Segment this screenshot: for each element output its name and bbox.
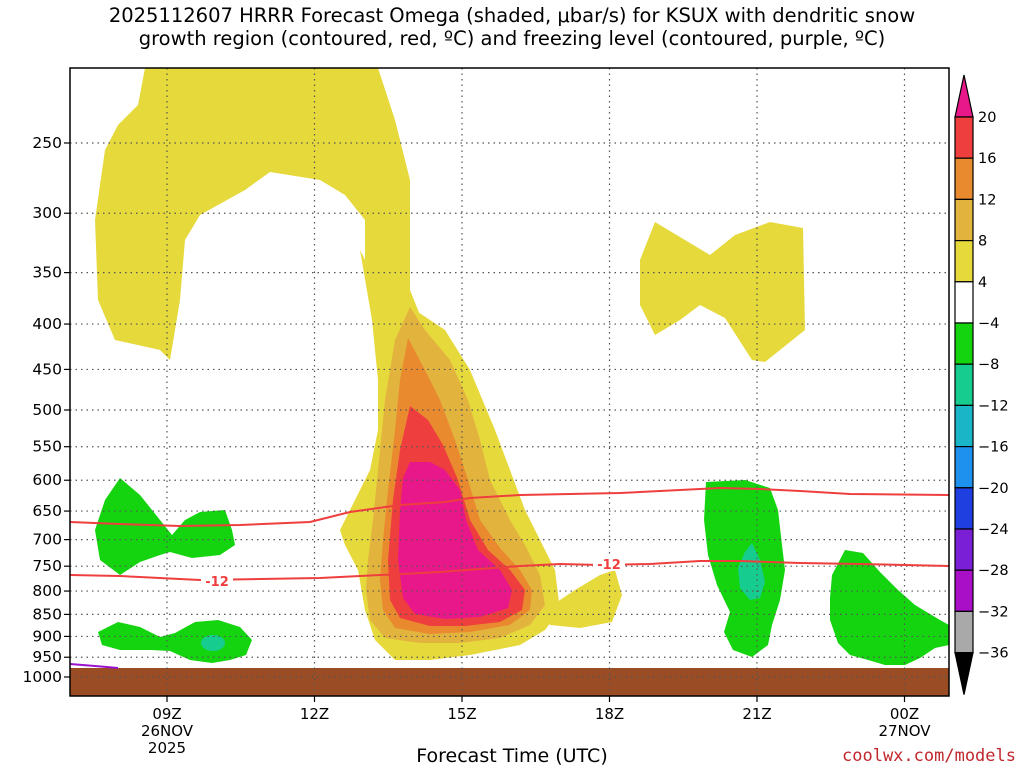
colorbar-band bbox=[954, 528, 974, 571]
y-tick-label: 800 bbox=[32, 582, 62, 600]
isotherm-label-1: -12 bbox=[205, 575, 229, 590]
y-axis: 250 300 350 400 450 500 550 600 650 700 750 800 850 9… bbox=[23, 134, 70, 686]
x-gridlines bbox=[166, 68, 906, 696]
y-tick-label: 300 bbox=[32, 204, 62, 222]
colorbar-label: 20 bbox=[978, 110, 996, 126]
isotherm-label-bg-1 bbox=[201, 573, 233, 587]
plot-frame bbox=[69, 67, 950, 697]
colorbar-band bbox=[954, 157, 974, 200]
y-tick-label: 850 bbox=[32, 605, 62, 623]
x-tick-label: 12Z bbox=[300, 705, 329, 723]
colorbar-label: −20 bbox=[978, 481, 1009, 497]
y-tick-label: 650 bbox=[32, 502, 62, 520]
colorbar-label: −8 bbox=[978, 357, 999, 373]
y-tick-label: 700 bbox=[32, 531, 62, 549]
colorbar-band bbox=[954, 116, 974, 159]
y-tick-label: 350 bbox=[32, 264, 62, 282]
omega-descent-left-lower bbox=[98, 620, 252, 663]
omega-ascent-magenta-core bbox=[398, 462, 512, 619]
y-tick-label: 250 bbox=[32, 134, 62, 152]
y-tick-label: 500 bbox=[32, 401, 62, 419]
terrain-ground bbox=[70, 668, 949, 696]
title-line-1: 2025112607 HRRR Forecast Omega (shaded, … bbox=[108, 4, 916, 27]
y-tick-label: 450 bbox=[32, 360, 62, 378]
colorbar-label: −12 bbox=[978, 398, 1009, 414]
omega-shading bbox=[70, 68, 949, 696]
y-tick-label: 900 bbox=[32, 627, 62, 645]
isotherm-upper-line bbox=[69, 486, 950, 528]
colorbar-label: −16 bbox=[978, 440, 1009, 456]
chart-title: 2025112607 HRRR Forecast Omega (shaded, … bbox=[0, 4, 1024, 50]
omega-ascent-right-blob bbox=[640, 222, 805, 362]
colorbar-label: 4 bbox=[978, 275, 987, 291]
y-tick-label: 600 bbox=[32, 471, 62, 489]
omega-descent-left-teal bbox=[201, 635, 225, 651]
colorbar-label: −32 bbox=[978, 604, 1009, 620]
isotherm-label-bg-2 bbox=[593, 557, 625, 571]
colorbar-label: 8 bbox=[978, 234, 987, 250]
colorbar-bottom-arrow bbox=[954, 651, 974, 695]
colorbar-label: −24 bbox=[978, 522, 1009, 538]
isotherm-label-2: -12 bbox=[597, 558, 621, 573]
colorbar-band bbox=[954, 569, 974, 613]
colorbar-band bbox=[954, 363, 974, 407]
y-tick-label: 400 bbox=[32, 315, 62, 333]
colorbar-label: 16 bbox=[978, 151, 996, 167]
x-tick-year: 2025 bbox=[148, 739, 186, 757]
title-line-2: growth region (contoured, red, ºC) and f… bbox=[138, 27, 886, 50]
credit-text: coolwx.com/models bbox=[842, 746, 1016, 766]
omega-ascent-bump-18z bbox=[545, 570, 622, 628]
colorbar-label: −4 bbox=[978, 316, 999, 332]
freezing-level-line bbox=[69, 663, 119, 669]
y-tick-label: 950 bbox=[32, 648, 62, 666]
colorbar-band bbox=[954, 446, 974, 489]
colorbar: 20 16 12 8 4 −4 −8 −12 −16 −20 −24 −28 −32 −36 bbox=[954, 74, 1009, 695]
colorbar-band bbox=[954, 281, 974, 324]
x-axis-title: Forecast Time (UTC) bbox=[416, 745, 608, 767]
y-tick-label: 1000 bbox=[23, 668, 62, 686]
colorbar-band bbox=[954, 240, 974, 283]
colorbar-band bbox=[954, 487, 974, 530]
x-tick-label: 09Z bbox=[152, 705, 181, 723]
x-tick-label: 15Z bbox=[447, 705, 476, 723]
colorbar-band bbox=[954, 610, 974, 654]
y-gridlines bbox=[70, 142, 949, 678]
omega-ascent-upper-lobe bbox=[95, 68, 420, 360]
x-tick-label: 00Z bbox=[890, 705, 919, 723]
isotherm-minus12-line bbox=[69, 560, 950, 582]
dgz-isotherms: -12 -12 bbox=[69, 486, 950, 669]
colorbar-band bbox=[954, 322, 974, 365]
x-tick-date: 26NOV bbox=[141, 722, 194, 740]
x-tick-label: 18Z bbox=[595, 705, 624, 723]
y-tick-label: 750 bbox=[32, 557, 62, 575]
y-tick-label: 550 bbox=[32, 438, 62, 456]
colorbar-top-arrow bbox=[954, 74, 974, 118]
colorbar-label: −28 bbox=[978, 563, 1009, 579]
colorbar-label: 12 bbox=[978, 192, 996, 208]
omega-descent-21z-teal bbox=[738, 543, 765, 600]
x-tick-date: 27NOV bbox=[878, 722, 931, 740]
colorbar-band bbox=[954, 404, 974, 448]
omega-descent-right bbox=[830, 550, 949, 665]
x-tick-label: 21Z bbox=[742, 705, 771, 723]
colorbar-label: −36 bbox=[978, 646, 1009, 662]
colorbar-band bbox=[954, 198, 974, 242]
